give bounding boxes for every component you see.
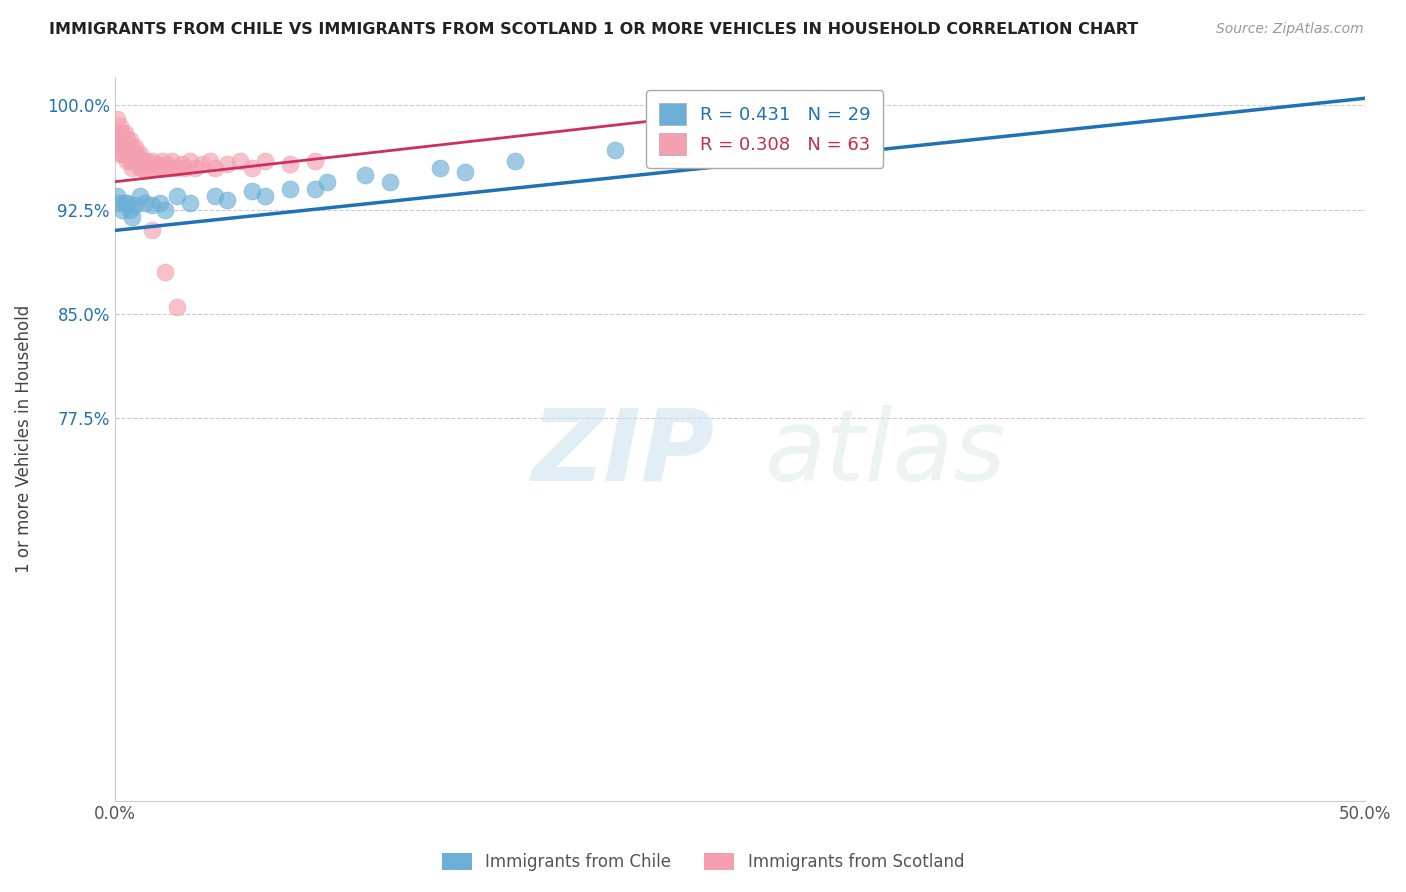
Point: [153, 265, 176, 279]
Point: [139, 161, 162, 175]
Point: [278, 156, 301, 170]
Point: [316, 175, 339, 189]
Point: [166, 188, 188, 202]
Point: [118, 153, 141, 168]
Point: [124, 147, 146, 161]
Point: [108, 133, 131, 147]
Point: [117, 153, 139, 168]
Point: [128, 147, 150, 161]
Point: [128, 188, 150, 202]
Point: [503, 153, 526, 168]
Point: [121, 153, 143, 168]
Point: [117, 133, 139, 147]
Point: [108, 119, 131, 133]
Point: [114, 147, 136, 161]
Point: [136, 153, 159, 168]
Point: [728, 133, 751, 147]
Point: [108, 147, 131, 161]
Point: [127, 153, 149, 168]
Text: IMMIGRANTS FROM CHILE VS IMMIGRANTS FROM SCOTLAND 1 OR MORE VEHICLES IN HOUSEHOL: IMMIGRANTS FROM CHILE VS IMMIGRANTS FROM…: [49, 22, 1139, 37]
Point: [124, 140, 146, 154]
Point: [111, 126, 134, 140]
Point: [114, 195, 136, 210]
Point: [204, 188, 226, 202]
Point: [127, 147, 149, 161]
Y-axis label: 1 or more Vehicles in Household: 1 or more Vehicles in Household: [15, 305, 32, 574]
Point: [204, 161, 226, 175]
Point: [105, 112, 128, 127]
Point: [149, 161, 172, 175]
Point: [304, 153, 326, 168]
Point: [429, 161, 451, 175]
Point: [229, 153, 252, 168]
Point: [111, 133, 134, 147]
Point: [117, 147, 139, 161]
Point: [179, 153, 201, 168]
Point: [603, 143, 626, 157]
Point: [173, 161, 195, 175]
Point: [105, 188, 128, 202]
Point: [108, 195, 131, 210]
Point: [134, 161, 156, 175]
Point: [114, 126, 136, 140]
Point: [121, 140, 143, 154]
Point: [240, 161, 263, 175]
Point: [131, 153, 153, 168]
Text: ZIP: ZIP: [531, 405, 714, 502]
Point: [166, 300, 188, 314]
Point: [378, 175, 401, 189]
Legend: R = 0.431   N = 29, R = 0.308   N = 63: R = 0.431 N = 29, R = 0.308 N = 63: [647, 90, 883, 168]
Point: [172, 156, 194, 170]
Point: [124, 153, 146, 168]
Point: [105, 133, 128, 147]
Point: [353, 168, 375, 182]
Point: [198, 153, 221, 168]
Point: [141, 198, 163, 212]
Legend: Immigrants from Chile, Immigrants from Scotland: Immigrants from Chile, Immigrants from S…: [433, 845, 973, 880]
Point: [121, 161, 143, 175]
Text: Source: ZipAtlas.com: Source: ZipAtlas.com: [1216, 22, 1364, 37]
Point: [454, 165, 477, 179]
Point: [184, 161, 207, 175]
Point: [179, 195, 201, 210]
Point: [118, 147, 141, 161]
Point: [253, 153, 276, 168]
Point: [128, 161, 150, 175]
Point: [141, 153, 163, 168]
Point: [150, 153, 173, 168]
Point: [217, 156, 239, 170]
Point: [217, 193, 239, 207]
Point: [149, 195, 172, 210]
Point: [146, 156, 169, 170]
Point: [143, 161, 166, 175]
Point: [240, 185, 263, 199]
Point: [117, 140, 139, 154]
Point: [111, 140, 134, 154]
Point: [121, 210, 143, 224]
Text: atlas: atlas: [765, 405, 1007, 502]
Point: [128, 153, 150, 168]
Point: [124, 198, 146, 212]
Point: [166, 161, 188, 175]
Point: [105, 126, 128, 140]
Point: [191, 156, 214, 170]
Point: [156, 156, 179, 170]
Point: [118, 133, 141, 147]
Point: [304, 182, 326, 196]
Point: [253, 188, 276, 202]
Point: [153, 202, 176, 217]
Point: [108, 140, 131, 154]
Point: [159, 161, 181, 175]
Point: [141, 223, 163, 237]
Point: [131, 161, 153, 175]
Point: [117, 195, 139, 210]
Point: [114, 140, 136, 154]
Point: [118, 202, 141, 217]
Point: [134, 195, 156, 210]
Point: [162, 153, 184, 168]
Point: [111, 147, 134, 161]
Point: [111, 202, 134, 217]
Point: [153, 161, 176, 175]
Point: [278, 182, 301, 196]
